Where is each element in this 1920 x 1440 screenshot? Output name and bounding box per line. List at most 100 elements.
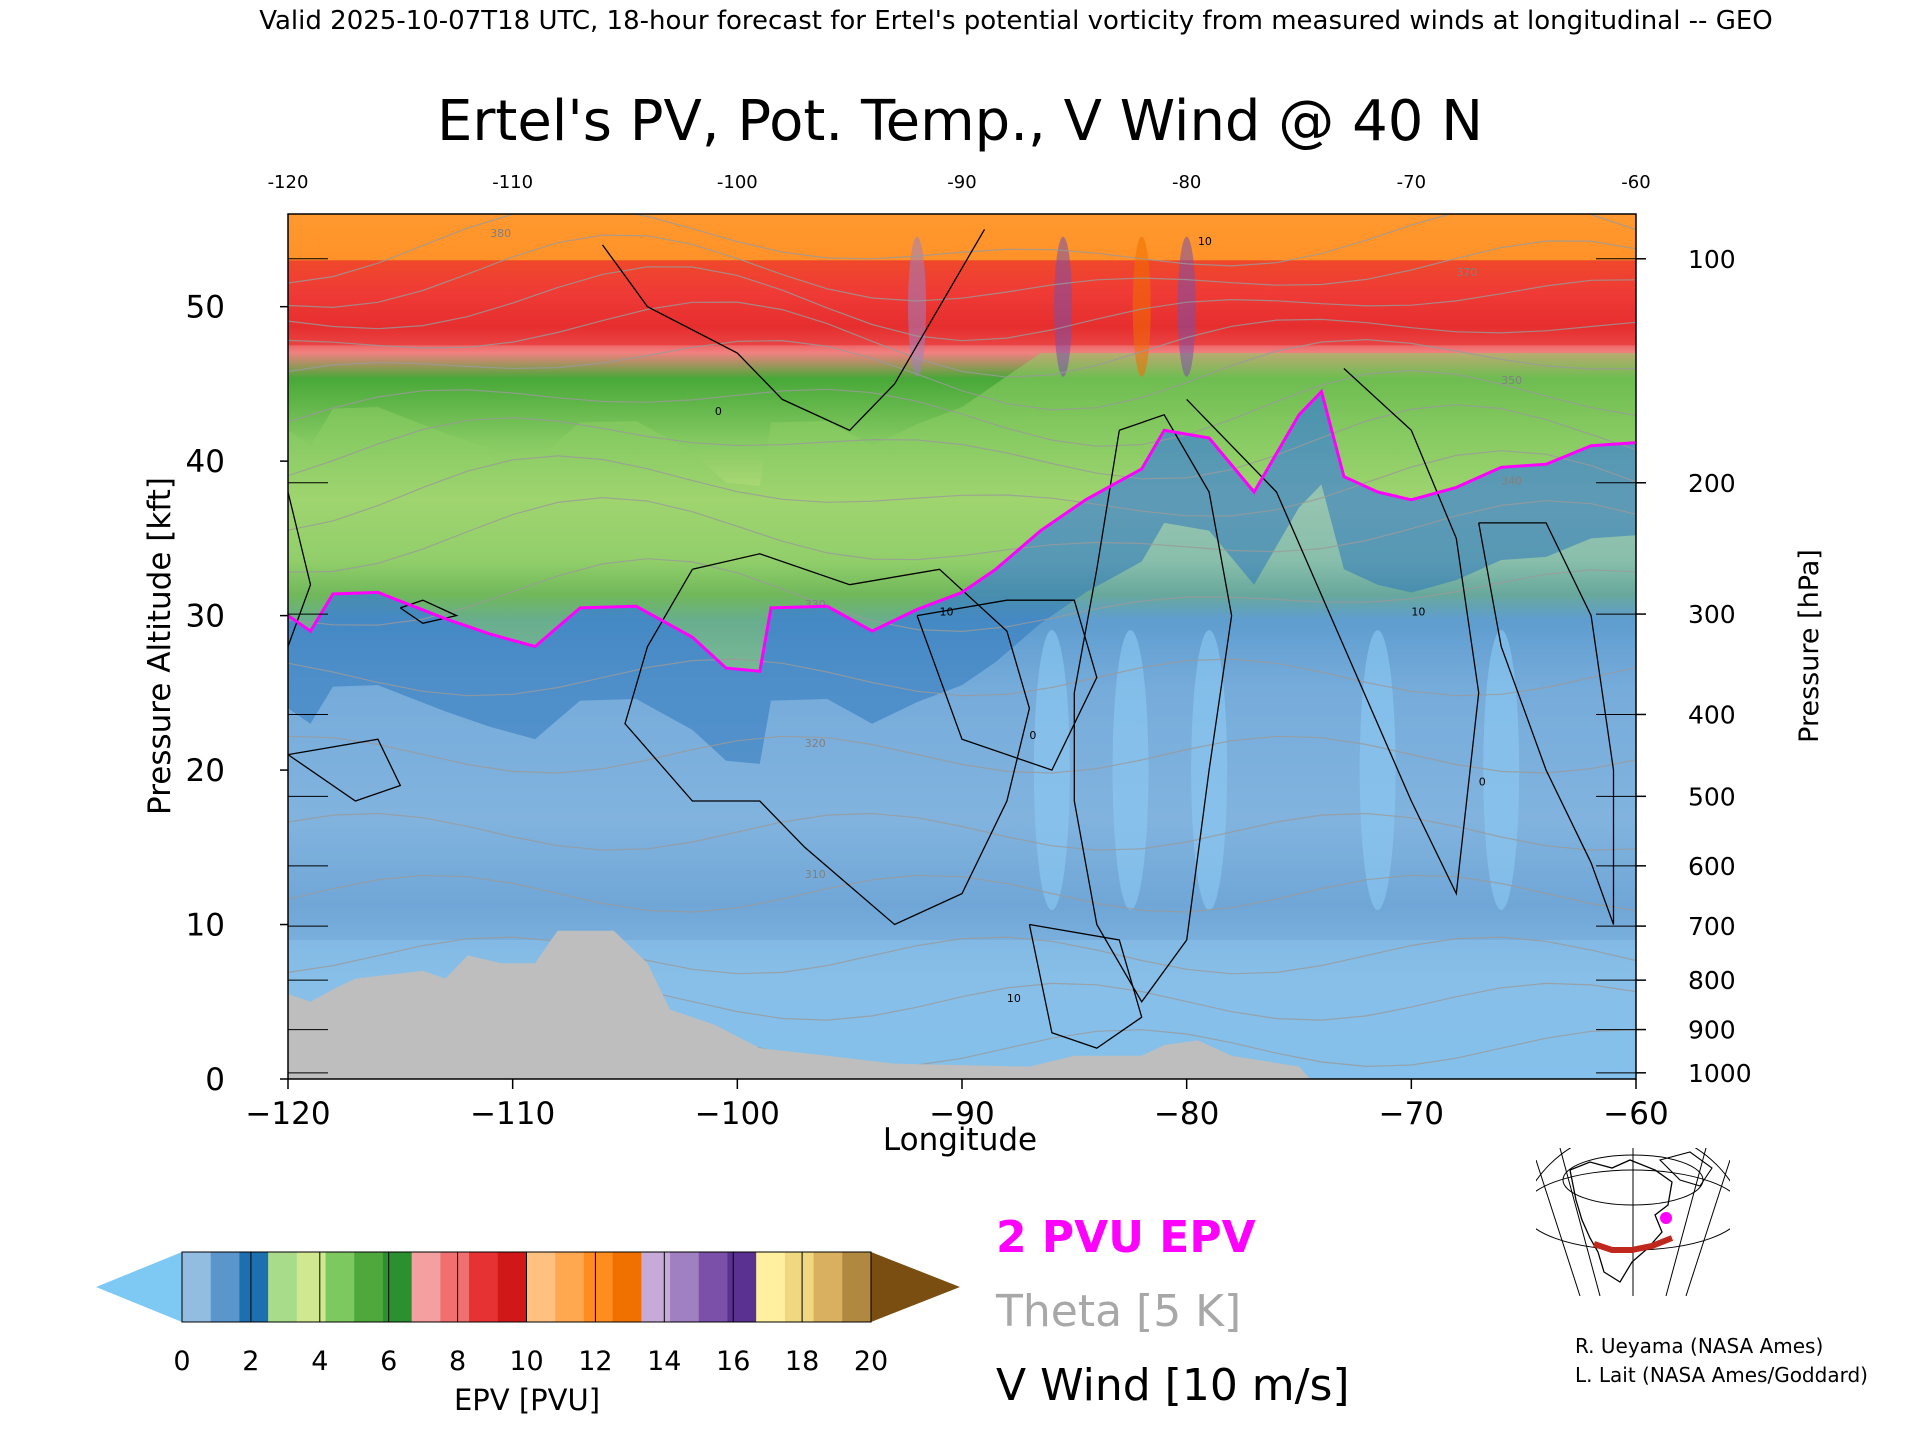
x-axis-ticks: −120 −110 −100 −90 −80 −70 −60 [245, 1079, 1669, 1132]
pressure-tick-label: 700 [1688, 912, 1736, 941]
theta-contour [288, 301, 1636, 378]
colorbar-swatch [526, 1252, 556, 1322]
credit-line-1: R. Ueyama (NASA Ames) [1575, 1334, 1823, 1358]
credit-line-2: L. Lait (NASA Ames/Goddard) [1575, 1363, 1868, 1387]
colorbar-swatch [440, 1252, 470, 1322]
colorbar-swatch [239, 1252, 269, 1322]
y-tick-label: 20 [186, 753, 225, 789]
epv-field-bands [288, 214, 1636, 1079]
x-top-tick-label: -120 [268, 172, 309, 193]
v-wind-contours: 0 10 0 10 10 0 10 [288, 229, 1615, 1049]
theta-contour [288, 369, 1636, 447]
x-tick-label: −110 [470, 1096, 555, 1132]
colorbar-over-triangle [871, 1252, 960, 1322]
v-wind-contour [288, 738, 402, 802]
epv-2pvu-contour [288, 388, 1636, 673]
colorbar-tick-label: 2 [242, 1346, 259, 1377]
v-wind-contour [288, 491, 312, 647]
location-marker [1660, 1212, 1672, 1224]
colorbar-swatch [354, 1252, 384, 1322]
theta-contour [288, 404, 1636, 480]
y-tick-label: 0 [205, 1062, 225, 1098]
v-wind-contour [601, 229, 986, 432]
pressure-tick-label: 800 [1688, 966, 1736, 995]
colorbar-tick-label: 4 [311, 1346, 328, 1377]
colorbar-swatch [325, 1252, 355, 1322]
theta-contour [288, 936, 1636, 975]
v-wind-label: 0 [715, 405, 722, 418]
y-tick-label: 10 [186, 908, 225, 944]
theta-contour [288, 658, 1636, 697]
colorbar-swatch [641, 1252, 671, 1322]
colorbar-swatch [670, 1252, 700, 1322]
forecast-header: Valid 2025-10-07T18 UTC, 18-hour forecas… [259, 6, 1773, 36]
legend: 2 PVU EPV Theta [5 K] V Wind [10 m/s] [995, 1212, 1350, 1411]
pressure-tick-label: 600 [1688, 852, 1736, 881]
theta-contour [288, 812, 1636, 851]
pressure-axis-ticks: 100 200 300 400 500 600 700 800 900 1000 [1636, 245, 1752, 1088]
x-top-tick-label: -70 [1397, 172, 1426, 193]
legend-item-2pvu: 2 PVU EPV [996, 1212, 1256, 1263]
colorbar-swatch [382, 1252, 413, 1322]
theta-label: 380 [490, 227, 511, 240]
theta-label: 330 [805, 598, 826, 611]
colorbar-tick-label: 0 [173, 1346, 190, 1377]
colorbar-label: EPV [PVU] [454, 1383, 600, 1417]
x-tick-label: −90 [929, 1096, 994, 1132]
colorbar-under-triangle [96, 1252, 182, 1322]
legend-item-v-wind: V Wind [10 m/s] [996, 1360, 1350, 1411]
y-tick-label: 50 [186, 290, 225, 326]
pressure-tick-label: 200 [1688, 469, 1736, 498]
theta-contour [288, 735, 1636, 774]
v-wind-label: 10 [940, 606, 954, 619]
colorbar-swatch [411, 1252, 441, 1322]
theta-contour [288, 234, 1636, 309]
colorbar-tick-label: 16 [716, 1346, 750, 1377]
pressure-tick-label: 100 [1688, 245, 1736, 274]
colorbar-swatch [756, 1252, 786, 1322]
v-wind-contour [916, 599, 1098, 771]
colorbar-swatch [497, 1252, 528, 1322]
theta-contour [288, 496, 1636, 573]
pressure-tick-label: 500 [1688, 782, 1736, 811]
colorbar-swatch [296, 1252, 327, 1322]
locator-map [1536, 1148, 1730, 1296]
v-wind-contour [1186, 368, 1480, 896]
colorbar-swatch [268, 1252, 298, 1322]
theta-contour [288, 266, 1636, 342]
x-top-tick-label: -110 [492, 172, 533, 193]
theta-contour [288, 338, 1636, 411]
theta-label: 370 [1456, 266, 1477, 279]
colorbar-swatch [182, 1252, 212, 1322]
x-top-tick-label: -90 [947, 172, 976, 193]
colorbar-tick-label: 8 [449, 1346, 466, 1377]
colorbar-swatch [469, 1252, 499, 1322]
x-tick-label: −60 [1603, 1096, 1668, 1132]
v-wind-label: 0 [1029, 729, 1036, 742]
colorbar-swatch [210, 1252, 241, 1322]
x-top-tick-label: -60 [1621, 172, 1650, 193]
epv-streak [1177, 236, 1196, 377]
epv-light-streak [1483, 630, 1520, 911]
coastline-north-america [1569, 1159, 1673, 1283]
y-axis-ticks: 0 10 20 30 40 50 [186, 290, 288, 1098]
epv-streak [1054, 236, 1073, 377]
theta-label: 320 [805, 737, 826, 750]
v-wind-label: 10 [1007, 992, 1021, 1005]
colorbar-swatch [555, 1252, 585, 1322]
epv-light-streak [1359, 630, 1396, 911]
pressure-tick-label: 900 [1688, 1016, 1736, 1045]
theta-contour [288, 450, 1636, 531]
x-top-tick-label: -80 [1172, 172, 1201, 193]
cross-section-path-40n [1593, 1235, 1674, 1253]
v-wind-label: 10 [1411, 606, 1425, 619]
colorbar: 0 2 4 6 8 10 12 14 16 18 20 [96, 1251, 960, 1377]
v-wind-contour [399, 599, 459, 624]
theta-label: 310 [805, 868, 826, 881]
v-wind-contour [624, 553, 1031, 926]
pressure-level-ticks [288, 258, 1636, 1074]
epv-streak [908, 236, 927, 377]
v-wind-contour [1073, 414, 1233, 1003]
legend-item-theta: Theta [5 K] [995, 1286, 1241, 1337]
